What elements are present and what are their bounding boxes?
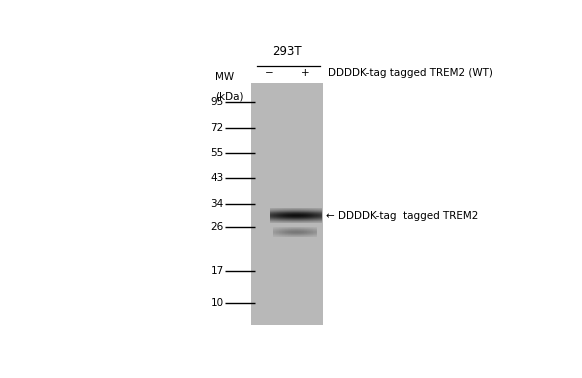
Text: +: +: [301, 68, 310, 78]
Text: 26: 26: [211, 222, 224, 232]
Text: 55: 55: [211, 148, 224, 158]
Text: 43: 43: [211, 173, 224, 183]
Text: 293T: 293T: [272, 45, 302, 59]
Text: ← DDDDK-tag  tagged TREM2: ← DDDDK-tag tagged TREM2: [327, 211, 478, 221]
Text: 95: 95: [211, 97, 224, 107]
Text: 34: 34: [211, 199, 224, 209]
Text: (kDa): (kDa): [215, 92, 243, 102]
Text: −: −: [265, 68, 274, 78]
Text: 72: 72: [211, 123, 224, 133]
Text: MW: MW: [215, 72, 234, 82]
Text: 10: 10: [211, 298, 224, 308]
Text: DDDDK-tag tagged TREM2 (WT): DDDDK-tag tagged TREM2 (WT): [328, 68, 492, 78]
Bar: [251, 83, 323, 325]
Text: 17: 17: [211, 266, 224, 276]
